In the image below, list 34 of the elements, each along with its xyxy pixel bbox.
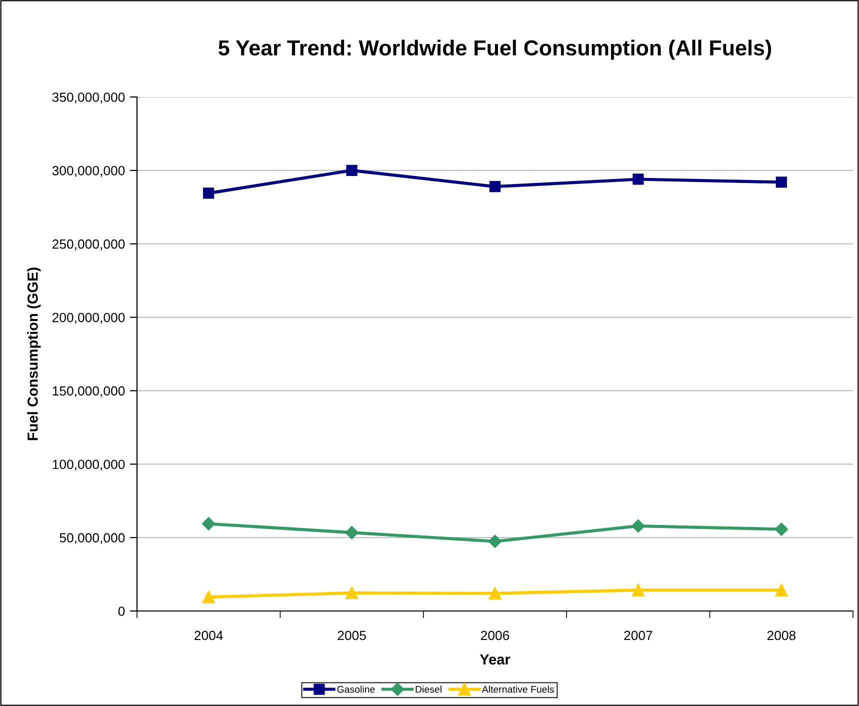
y-tick-label: 300,000,000 <box>52 166 125 177</box>
legend-label: Alternative Fuels <box>482 686 554 693</box>
y-tick-label: 200,000,000 <box>52 312 125 324</box>
x-tick-label: 2007 <box>624 630 652 640</box>
y-tick-label: 50,000,000 <box>60 533 125 544</box>
point <box>488 587 502 600</box>
x-axis-title: Year <box>480 654 510 665</box>
y-tick-label: 250,000,000 <box>52 239 125 250</box>
y-tick-label: 350,000,000 <box>52 92 125 104</box>
point <box>489 181 501 192</box>
legend-label: Gasoline <box>337 686 375 693</box>
x-tick-label: 2008 <box>767 630 796 640</box>
point <box>488 534 502 548</box>
point <box>202 517 216 530</box>
legend-label: Diesel <box>416 686 442 693</box>
point <box>346 164 358 176</box>
x-tick-label: 2004 <box>194 630 223 640</box>
point <box>632 584 644 596</box>
y-tick-label: 150,000,000 <box>52 386 125 398</box>
point <box>632 519 645 533</box>
point <box>202 590 215 604</box>
point <box>203 188 214 199</box>
point <box>632 174 644 185</box>
y-axis-title: Fuel Consumption (GGE) <box>27 268 41 440</box>
point <box>775 584 788 596</box>
y-tick-label: 0 <box>118 606 125 616</box>
x-tick-label: 2005 <box>338 630 366 640</box>
y-tick-label: 100,000,000 <box>52 460 125 471</box>
chart-title: 5 Year Trend: Worldwide Fuel Consumption (All Fuels) <box>218 40 772 60</box>
point <box>346 586 358 600</box>
point <box>776 176 787 188</box>
x-tick-label: 2006 <box>480 630 510 640</box>
point <box>774 522 788 536</box>
point <box>345 526 358 540</box>
